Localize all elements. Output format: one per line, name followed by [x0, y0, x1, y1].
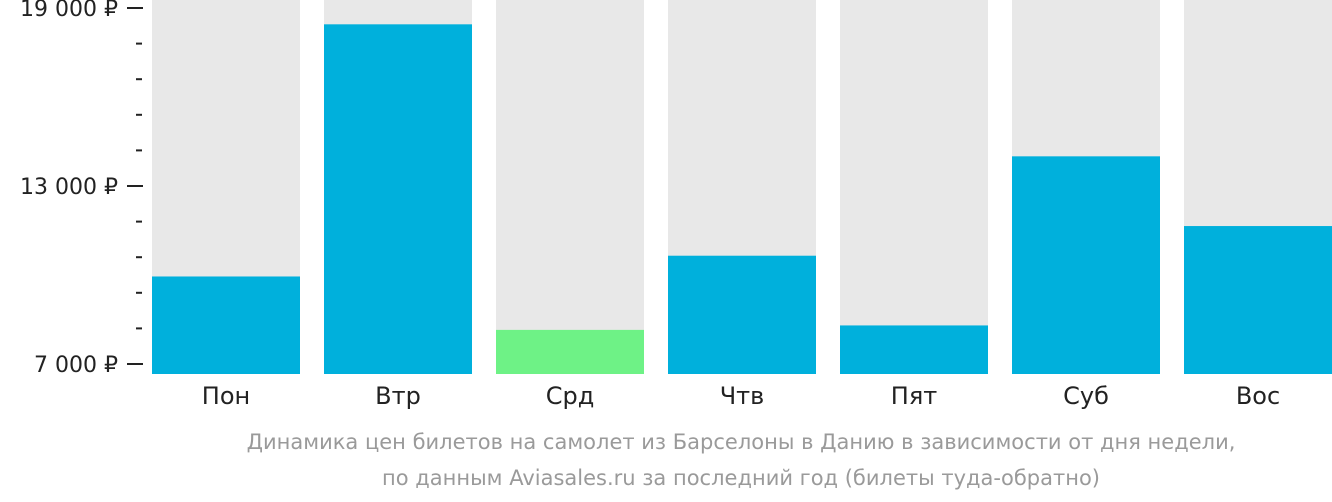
x-tick-label: Пят [891, 382, 937, 410]
bar-7 [1184, 226, 1332, 374]
bar-4 [668, 255, 816, 374]
y-tick-label: 19 000 ₽ [20, 0, 118, 22]
bar-3 [496, 329, 644, 374]
bar-1 [152, 276, 300, 374]
y-axis: 19 000 ₽ 13 000 ₽ 7 000 ₽ [20, 0, 143, 378]
x-tick-label: Суб [1063, 382, 1109, 410]
bar-6 [1012, 156, 1160, 374]
bar-5 [840, 325, 988, 374]
x-tick-label: Чтв [720, 382, 765, 410]
x-axis: Пон Втр Срд Чтв Пят Суб Вос [202, 382, 1280, 410]
bars [152, 24, 1332, 375]
x-tick-label: Срд [546, 382, 595, 410]
x-tick-label: Вос [1236, 382, 1280, 410]
bar-2 [324, 24, 472, 375]
caption-line-2: по данным Aviasales.ru за последний год … [382, 466, 1100, 490]
bar-track [840, 0, 988, 374]
bar-track [496, 0, 644, 374]
caption-line-1: Динамика цен билетов на самолет из Барсе… [246, 430, 1236, 454]
x-tick-label: Пон [202, 382, 250, 410]
y-tick-label: 7 000 ₽ [34, 353, 118, 378]
y-tick-label: 13 000 ₽ [20, 175, 118, 200]
price-by-weekday-chart: 19 000 ₽ 13 000 ₽ 7 000 ₽ Пон Втр Срд Чтв Пят С… [20, 0, 1332, 410]
x-tick-label: Втр [375, 382, 421, 410]
